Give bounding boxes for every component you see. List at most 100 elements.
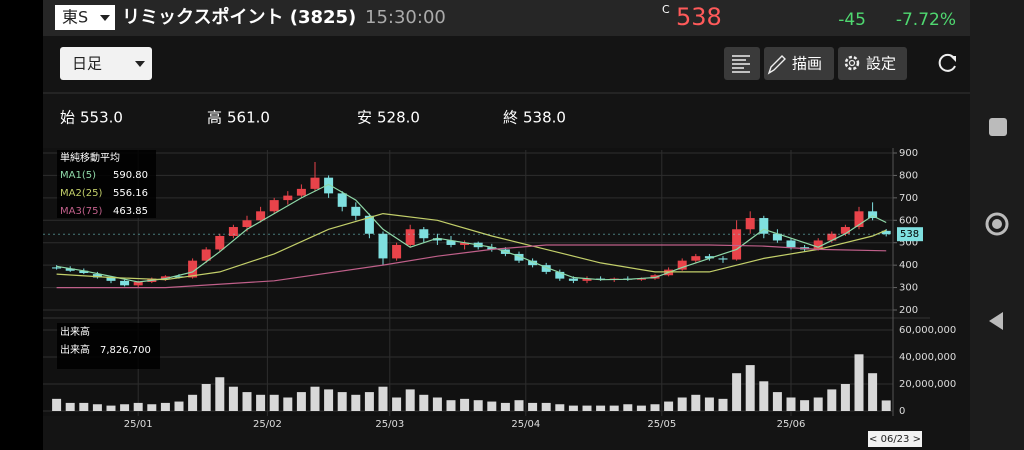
x-tick-label: 25/06	[777, 419, 806, 430]
volume-bar	[65, 402, 75, 411]
ohlc-value: 528.0	[377, 109, 420, 127]
candle-body	[201, 249, 211, 261]
volume-bar	[92, 404, 102, 411]
legend-value: 463.85	[113, 206, 148, 217]
ohlc-label: 終	[503, 109, 518, 127]
volume-bar	[337, 392, 347, 411]
date-navigator[interactable]	[868, 431, 922, 447]
volume-bar	[405, 389, 415, 411]
candle-body	[868, 211, 878, 219]
candle-body	[677, 260, 687, 270]
ohlc-value: 553.0	[80, 109, 123, 127]
chart-bg	[43, 148, 893, 416]
caret	[135, 61, 145, 67]
y-tick-label: 200	[899, 305, 918, 316]
ma-line	[56, 183, 887, 283]
candle-body	[133, 281, 143, 286]
legend-box	[57, 323, 160, 369]
legend-title: 単純移動平均	[60, 151, 120, 164]
candle-body	[120, 280, 130, 286]
candle-body	[92, 274, 102, 278]
ohlc-label: 高	[207, 109, 222, 127]
volume-bar	[881, 400, 891, 411]
refresh-arrow	[950, 56, 956, 62]
volume-bar	[854, 354, 864, 411]
candle-body	[324, 177, 334, 194]
ohlc-value: 538.0	[523, 109, 566, 127]
candle-body	[296, 188, 306, 196]
y-tick-label: 0	[899, 406, 905, 417]
volume-bar	[351, 394, 361, 411]
volume-bar	[120, 404, 130, 411]
x-tick-label: 25/01	[124, 419, 153, 430]
nav-home-dot	[992, 219, 1002, 229]
candle-body	[772, 233, 782, 241]
candle-body	[378, 233, 388, 259]
candle-body	[636, 278, 646, 280]
y-tick-label: 700	[899, 193, 918, 204]
candle-body	[446, 240, 456, 245]
candle-body	[174, 276, 184, 278]
volume-bar	[473, 400, 483, 411]
volume-bar	[188, 394, 198, 411]
volume-bar	[364, 392, 374, 411]
volume-bar	[650, 404, 660, 411]
price: 538	[676, 3, 722, 31]
volume-bar	[868, 373, 878, 411]
candle-body	[188, 260, 198, 278]
gear-hole	[848, 59, 856, 67]
volume-bar	[786, 397, 796, 411]
change-pct: -7.72%	[896, 10, 956, 30]
legend-name: MA1(5)	[60, 170, 96, 181]
gear-icon	[844, 55, 860, 71]
volume-bar	[555, 404, 565, 411]
volume-bar	[419, 394, 429, 411]
settings-button[interactable]	[838, 47, 907, 80]
candle-body	[813, 240, 823, 250]
candle-body	[65, 268, 75, 271]
volume-bar	[541, 402, 551, 411]
volume-bar	[609, 405, 619, 411]
nav-home[interactable]	[985, 212, 1009, 236]
volume-bar	[568, 405, 578, 411]
draw-label: 描画	[792, 55, 822, 73]
period-select[interactable]	[60, 47, 152, 80]
volume-bar	[664, 401, 674, 411]
x-tick-label: 25/04	[511, 419, 540, 430]
candle-body	[568, 278, 578, 281]
nav-recent[interactable]	[989, 118, 1007, 136]
volume-bar	[215, 377, 225, 411]
candle-body	[242, 220, 252, 228]
stock-name: リミックスポイント (3825)	[122, 6, 356, 28]
period: 日足	[72, 55, 102, 73]
volume-bar	[228, 386, 238, 411]
draw-button[interactable]	[764, 47, 834, 80]
candle-body	[759, 218, 769, 234]
candle-body	[79, 270, 89, 273]
volume-bar	[310, 386, 320, 411]
volume-bar	[160, 402, 170, 411]
volume-bar	[677, 397, 687, 411]
volume-bar	[460, 398, 470, 411]
candle-body	[691, 256, 701, 261]
refresh-icon[interactable]	[938, 53, 956, 72]
settings-label: 設定	[866, 55, 896, 73]
volume-bar	[528, 402, 538, 411]
pencil-icon	[767, 55, 786, 75]
y-tick-label: 20,000,000	[899, 379, 956, 390]
volume-bar	[269, 394, 279, 411]
volume-bar	[772, 392, 782, 411]
y-tick-label: 40,000,000	[899, 352, 956, 363]
candle-body	[351, 206, 361, 216]
time: 15:30:00	[365, 7, 446, 28]
volume-bar	[256, 394, 266, 411]
volume-bar	[106, 405, 116, 411]
volume-bar	[52, 398, 62, 411]
volume-bar	[378, 386, 388, 411]
nav-back[interactable]	[989, 312, 1003, 330]
candle-body	[786, 240, 796, 248]
volume-bar	[704, 397, 714, 411]
list-icon	[732, 55, 750, 73]
candle-body	[460, 242, 470, 245]
candle-body	[582, 278, 592, 281]
